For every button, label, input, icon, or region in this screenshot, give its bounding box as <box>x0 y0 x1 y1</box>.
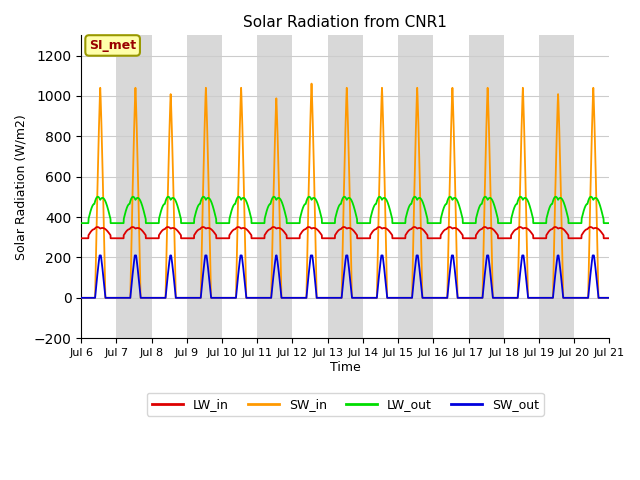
Legend: LW_in, SW_in, LW_out, SW_out: LW_in, SW_in, LW_out, SW_out <box>147 393 544 416</box>
Line: LW_out: LW_out <box>81 197 609 223</box>
Bar <box>187 36 222 338</box>
SW_out <box>96 252 104 258</box>
SW_in <box>77 295 85 300</box>
LW_in <box>93 224 101 230</box>
SW_in <box>486 151 493 156</box>
SW_in <box>141 295 148 300</box>
LW_in <box>77 235 85 241</box>
LW_out <box>255 220 262 226</box>
SW_in <box>332 295 340 300</box>
LW_in <box>134 225 141 231</box>
LW_out <box>444 198 451 204</box>
SW_out <box>444 294 451 300</box>
LW_in <box>141 231 149 237</box>
SW_out <box>141 295 149 300</box>
SW_out <box>605 295 613 300</box>
SW_in <box>133 141 141 147</box>
Bar <box>398 36 433 338</box>
SW_out <box>77 295 85 300</box>
LW_out <box>77 220 85 226</box>
LW_out <box>94 194 102 200</box>
SW_out <box>486 263 493 269</box>
Bar <box>257 36 292 338</box>
SW_in <box>255 295 262 300</box>
LW_in <box>444 225 451 231</box>
LW_in <box>332 230 340 236</box>
Bar <box>468 36 504 338</box>
LW_out <box>486 195 493 201</box>
Bar <box>328 36 363 338</box>
LW_in <box>486 225 493 231</box>
SW_out <box>134 262 141 268</box>
X-axis label: Time: Time <box>330 360 361 374</box>
SW_out <box>332 295 340 300</box>
LW_in <box>605 235 613 241</box>
Text: SI_met: SI_met <box>89 39 136 52</box>
LW_out <box>605 220 613 226</box>
LW_out <box>332 212 340 217</box>
LW_out <box>141 213 149 219</box>
Line: LW_in: LW_in <box>81 227 609 238</box>
SW_out <box>255 295 262 300</box>
Title: Solar Radiation from CNR1: Solar Radiation from CNR1 <box>243 15 447 30</box>
LW_in <box>255 235 262 241</box>
Y-axis label: Solar Radiation (W/m2): Solar Radiation (W/m2) <box>15 114 28 260</box>
Bar <box>539 36 574 338</box>
SW_in <box>444 289 451 295</box>
Bar <box>116 36 152 338</box>
SW_in <box>308 81 316 86</box>
Line: SW_in: SW_in <box>81 84 609 298</box>
LW_out <box>134 195 141 201</box>
SW_in <box>605 295 613 300</box>
Line: SW_out: SW_out <box>81 255 609 298</box>
